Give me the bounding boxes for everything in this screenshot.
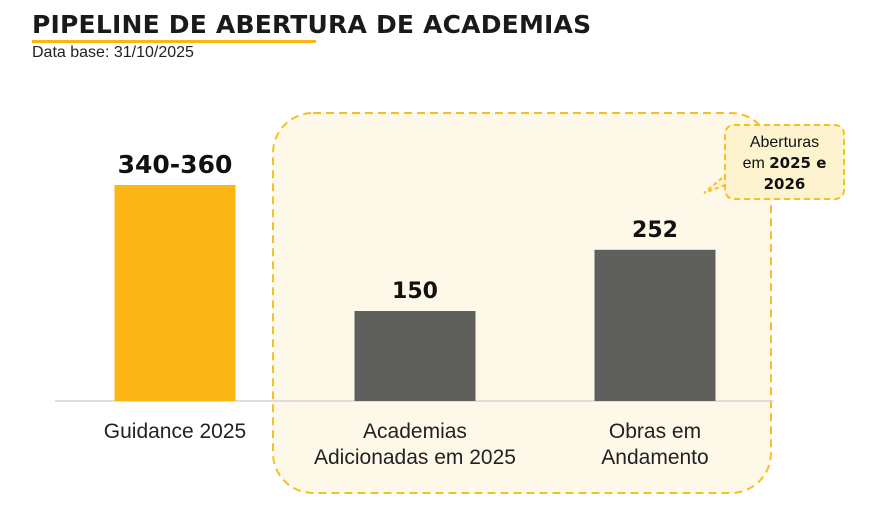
chart-subtitle: Data base: 31/10/2025	[32, 44, 194, 61]
callout-note: Aberturas em 2025 e 2026	[724, 124, 845, 200]
title-underline	[32, 40, 316, 43]
category-label-line: Guidance 2025	[104, 420, 246, 443]
bar-value-label-guidance-2025: 340-360	[118, 150, 233, 179]
callout-line-3-bold: 2026	[763, 175, 806, 193]
category-label-line: Obras em	[609, 420, 701, 443]
bar-academias-adicionadas-em-2025	[354, 311, 476, 401]
callout-line-2-prefix: em	[742, 155, 770, 172]
category-label-line: Academias	[363, 420, 467, 443]
chart-title: PIPELINE DE ABERTURA DE ACADEMIAS	[32, 10, 592, 39]
bar-guidance-2025	[114, 185, 236, 401]
bar-obras-em-andamento	[594, 249, 716, 401]
bar-value-label-academias-adicionadas-em-2025: 150	[392, 279, 438, 304]
bar-value-label-obras-em-andamento: 252	[632, 218, 678, 243]
callout-pointer	[703, 170, 729, 194]
category-label-obras-em-andamento: Obras em Andamento	[601, 420, 708, 469]
category-label-academias-adicionadas-em-2025: Academias Adicionadas em 2025	[314, 420, 516, 469]
category-label-line: Andamento	[601, 446, 708, 469]
category-label-line: Adicionadas em 2025	[314, 446, 516, 469]
callout-line-2-bold: 2025 e	[769, 154, 827, 172]
category-label-guidance-2025: Guidance 2025	[104, 420, 246, 443]
callout-line-1: Aberturas	[749, 134, 820, 151]
